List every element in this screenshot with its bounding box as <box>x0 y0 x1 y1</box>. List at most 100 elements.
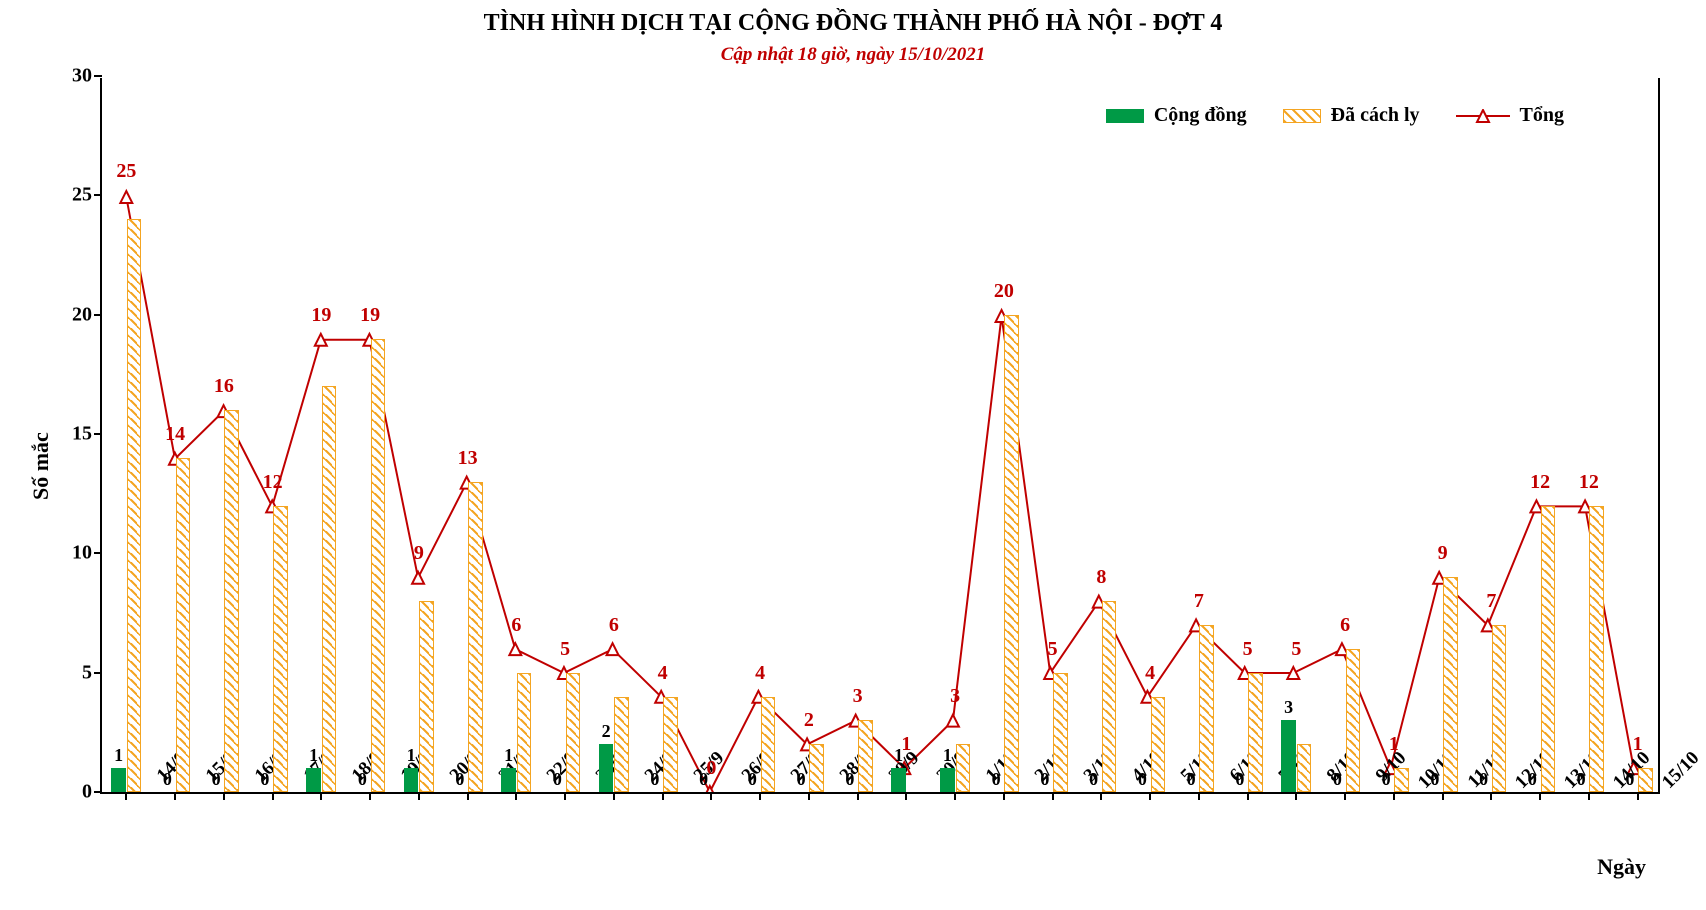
legend-item-community: Cộng đồng <box>1106 104 1247 127</box>
bar-community-label: 0 <box>553 769 562 790</box>
bar-isolated <box>517 673 532 792</box>
total-point-label: 6 <box>511 614 521 637</box>
bar-isolated <box>1248 673 1263 792</box>
total-point-label: 5 <box>560 638 570 661</box>
bar-community-label: 0 <box>748 769 757 790</box>
y-tick-mark <box>94 672 102 674</box>
legend-label: Tổng <box>1520 104 1564 127</box>
bar-community-label: 0 <box>1479 769 1488 790</box>
total-point-label: 1 <box>1633 733 1643 756</box>
y-tick-label: 5 <box>52 661 92 684</box>
bar-community-label: 0 <box>1625 769 1634 790</box>
bar-isolated <box>176 458 191 792</box>
y-tick-mark <box>94 791 102 793</box>
total-point-label: 1 <box>1389 733 1399 756</box>
legend-item-total: Tổng <box>1456 104 1564 127</box>
bar-community-label: 0 <box>260 769 269 790</box>
y-tick-label: 15 <box>52 423 92 446</box>
bar-isolated <box>1346 649 1361 792</box>
bar-community-label: 0 <box>797 769 806 790</box>
bar-community-label: 0 <box>650 769 659 790</box>
total-point-label: 6 <box>1340 614 1350 637</box>
bar-isolated <box>809 744 824 792</box>
total-point-label: 9 <box>414 542 424 565</box>
bar-isolated <box>1297 744 1312 792</box>
bar-community <box>1281 720 1296 792</box>
y-tick-label: 20 <box>52 303 92 326</box>
legend-swatch <box>1456 109 1510 123</box>
bar-community <box>891 768 906 792</box>
bar-isolated <box>1199 625 1214 792</box>
total-marker <box>607 643 619 655</box>
bar-community-label: 1 <box>114 745 123 766</box>
legend: Cộng đồng Đã cách ly Tổng <box>1082 98 1588 133</box>
y-tick-label: 10 <box>52 542 92 565</box>
bar-isolated <box>1443 577 1458 792</box>
x-axis-label: Ngày <box>1597 854 1646 880</box>
total-point-label: 20 <box>994 280 1014 303</box>
total-point-label: 4 <box>755 662 765 685</box>
legend-label: Cộng đồng <box>1154 104 1247 127</box>
bar-community <box>404 768 419 792</box>
bar-community-label: 2 <box>602 721 611 742</box>
bar-community-label: 1 <box>504 745 513 766</box>
y-tick-mark <box>94 433 102 435</box>
chart-subtitle: Cập nhật 18 giờ, ngày 15/10/2021 <box>0 44 1706 66</box>
bar-isolated <box>127 219 142 792</box>
bar-isolated <box>566 673 581 792</box>
bar-isolated <box>663 697 678 792</box>
total-point-label: 12 <box>263 471 283 494</box>
bar-isolated <box>419 601 434 792</box>
bar-community <box>501 768 516 792</box>
bar-community-label: 0 <box>845 769 854 790</box>
bar-isolated <box>1394 768 1409 792</box>
chart-container: TÌNH HÌNH DỊCH TẠI CỘNG ĐỒNG THÀNH PHỐ H… <box>0 0 1706 910</box>
bar-isolated <box>322 386 337 792</box>
bar-community-label: 0 <box>1235 769 1244 790</box>
total-point-label: 19 <box>311 304 331 327</box>
total-point-label: 6 <box>609 614 619 637</box>
bar-community-label: 0 <box>1333 769 1342 790</box>
bar-isolated <box>761 697 776 792</box>
y-tick-label: 0 <box>52 781 92 804</box>
y-tick-mark <box>94 552 102 554</box>
bar-isolated <box>1102 601 1117 792</box>
y-tick-label: 30 <box>52 65 92 88</box>
bar-isolated <box>371 339 386 792</box>
total-point-label: 5 <box>1291 638 1301 661</box>
total-point-label: 16 <box>214 375 234 398</box>
bar-community-label: 3 <box>1284 697 1293 718</box>
total-point-label: 3 <box>950 685 960 708</box>
bar-isolated <box>468 482 483 792</box>
total-point-label: 1 <box>901 733 911 756</box>
y-axis-label: Số mắc <box>28 432 54 500</box>
bar-isolated <box>1541 506 1556 792</box>
total-point-label: 13 <box>458 447 478 470</box>
bar-community-label: 0 <box>992 769 1001 790</box>
bar-community-label: 0 <box>1382 769 1391 790</box>
total-marker <box>120 191 132 203</box>
bar-community-label: 0 <box>1577 769 1586 790</box>
bar-community <box>940 768 955 792</box>
chart-title: TÌNH HÌNH DỊCH TẠI CỘNG ĐỒNG THÀNH PHỐ H… <box>0 10 1706 37</box>
total-point-label: 12 <box>1530 471 1550 494</box>
y-tick-label: 25 <box>52 184 92 207</box>
bar-isolated <box>1589 506 1604 792</box>
total-marker <box>412 572 424 584</box>
bar-community-label: 1 <box>943 745 952 766</box>
bar-isolated <box>1151 697 1166 792</box>
legend-label: Đã cách ly <box>1331 104 1420 127</box>
bar-isolated <box>858 720 873 792</box>
bar-community-label: 0 <box>1040 769 1049 790</box>
legend-swatch <box>1283 109 1321 123</box>
bar-community-label: 1 <box>407 745 416 766</box>
total-marker <box>315 334 327 346</box>
total-point-label: 5 <box>1048 638 1058 661</box>
y-tick-mark <box>94 314 102 316</box>
plot-area: Cộng đồngĐã cách lyTổng 05101520253014/9… <box>100 78 1660 794</box>
total-point-label: 19 <box>360 304 380 327</box>
legend-item-isolated: Đã cách ly <box>1283 104 1420 127</box>
bar-community-label: 1 <box>309 745 318 766</box>
total-point-label: 2 <box>804 709 814 732</box>
bar-community-label: 0 <box>1528 769 1537 790</box>
